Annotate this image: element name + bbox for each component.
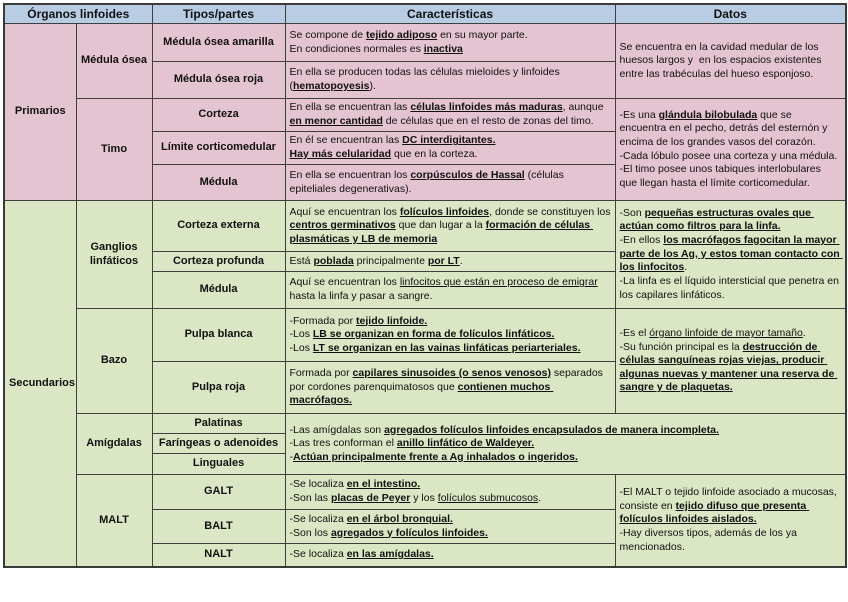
- row-ganglios-corteza-profunda: Corteza profunda Está poblada principalm…: [4, 251, 846, 272]
- datos-timo: -Es una glándula bilobulada que se encue…: [614, 98, 847, 201]
- type-faringeas: Faríngeas o adenoides: [151, 433, 286, 454]
- row-timo-corteza: Timo Corteza En ella se encuentran las c…: [4, 98, 847, 201]
- row-timo-limite: Límite corticomedular En él se encuentra…: [4, 131, 846, 165]
- caracteristicas-nalt: -Se localiza en las amígdalas.: [284, 543, 616, 567]
- datos-bazo: -Es el órgano linfoide de mayor tamaño. …: [614, 308, 847, 414]
- caracteristicas-corteza: En ella se encuentran las células linfoi…: [284, 98, 616, 132]
- type-corteza-externa: Corteza externa: [151, 200, 286, 252]
- row-medula-osea-roja: Médula ósea roja En ella se producen tod…: [4, 61, 846, 99]
- type-nalt: NALT: [151, 543, 286, 567]
- type-pulpa-roja: Pulpa roja: [151, 361, 286, 414]
- type-corteza: Corteza: [151, 98, 286, 132]
- caracteristicas-pulpa-roja: Formada por capilares sinusoides (o seno…: [284, 361, 616, 414]
- type-corteza-profunda: Corteza profunda: [151, 251, 286, 272]
- caracteristicas-medula-ganglio: Aquí se encuentran los linfocitos que es…: [284, 271, 616, 309]
- caracteristicas-corteza-externa: Aquí se encuentran los folículos linfoid…: [284, 200, 616, 252]
- row-timo-medula: Médula En ella se encuentran los corpúsc…: [4, 164, 846, 201]
- caracteristicas-pulpa-blanca: -Formada por tejido linfoide. -Los LB se…: [284, 308, 616, 362]
- row-bazo-pulpa-roja: Pulpa roja Formada por capilares sinusoi…: [4, 361, 846, 414]
- header-organos-linfoides: Órganos linfoides: [3, 3, 153, 24]
- caracteristicas-limite: En él se encuentran las DC interdigitant…: [284, 131, 616, 165]
- type-palatinas: Palatinas: [151, 413, 286, 434]
- row-medula-osea-amarilla: Primarios Médula ósea Médula ósea amaril…: [3, 23, 847, 201]
- organ-timo: Timo: [75, 98, 153, 201]
- header-row: Órganos linfoides Tipos/partes Caracterí…: [3, 3, 847, 24]
- organ-medula-osea: Médula ósea: [75, 23, 153, 99]
- page: Órganos linfoides Tipos/partes Caracterí…: [0, 3, 848, 602]
- row-malt-galt: MALT GALT -Se localiza en el intestino. …: [4, 474, 847, 567]
- type-medula-timo: Médula: [151, 164, 286, 201]
- section-secundarios: Secundarios: [3, 200, 77, 567]
- organ-amigdalas: Amígdalas: [75, 413, 153, 475]
- type-balt: BALT: [151, 509, 286, 544]
- organ-malt: MALT: [75, 474, 153, 567]
- caracteristicas-corteza-profunda: Está poblada principalmente por LT.: [284, 251, 616, 272]
- type-limite-corticomedular: Límite corticomedular: [151, 131, 286, 165]
- datos-medula-osea: Se encuentra en la cavidad medular de lo…: [614, 23, 847, 99]
- caracteristicas-balt: -Se localiza en el árbol bronquial. -Son…: [284, 509, 616, 544]
- header-caracteristicas: Características: [284, 3, 616, 24]
- row-ganglios-corteza-externa: Secundarios Ganglios linfáticos Corteza …: [3, 200, 847, 567]
- caracteristicas-medula-timo: En ella se encuentran los corpúsculos de…: [284, 164, 616, 201]
- type-linguales: Linguales: [151, 453, 286, 475]
- row-bazo-pulpa-blanca: Bazo Pulpa blanca -Formada por tejido li…: [4, 308, 847, 414]
- organ-bazo: Bazo: [75, 308, 153, 414]
- datos-ganglios: -Son pequeñas estructuras ovales que act…: [614, 200, 847, 309]
- section-primarios: Primarios: [3, 23, 77, 201]
- caracteristicas-medula-osea-roja: En ella se producen todas las células mi…: [284, 61, 616, 99]
- row-amigdalas-faringeas: Faríngeas o adenoides: [4, 433, 846, 454]
- header-tipos-partes: Tipos/partes: [151, 3, 286, 24]
- type-medula-ganglio: Médula: [151, 271, 286, 309]
- datos-malt: -El MALT o tejido linfoide asociado a mu…: [614, 474, 847, 567]
- lymphoid-organs-table: Órganos linfoides Tipos/partes Caracterí…: [3, 3, 848, 568]
- type-medula-osea-amarilla: Médula ósea amarilla: [151, 23, 286, 62]
- caracteristicas-amigdalas: -Las amígdalas son agregados folículos l…: [284, 413, 847, 475]
- row-amigdalas-palatinas: Amígdalas Palatinas -Las amígdalas son a…: [4, 413, 847, 475]
- row-ganglios-medula: Médula Aquí se encuentran los linfocitos…: [4, 271, 846, 309]
- row-amigdalas-linguales: Linguales: [4, 453, 846, 475]
- header-datos: Datos: [614, 3, 847, 24]
- type-galt: GALT: [151, 474, 286, 510]
- type-medula-osea-roja: Médula ósea roja: [151, 61, 286, 99]
- caracteristicas-medula-osea-amarilla: Se compone de tejido adiposo en su mayor…: [284, 23, 616, 62]
- row-malt-nalt: NALT -Se localiza en las amígdalas.: [4, 543, 846, 567]
- caracteristicas-galt: -Se localiza en el intestino. -Son las p…: [284, 474, 616, 510]
- organ-ganglios-linfaticos: Ganglios linfáticos: [75, 200, 153, 309]
- type-pulpa-blanca: Pulpa blanca: [151, 308, 286, 362]
